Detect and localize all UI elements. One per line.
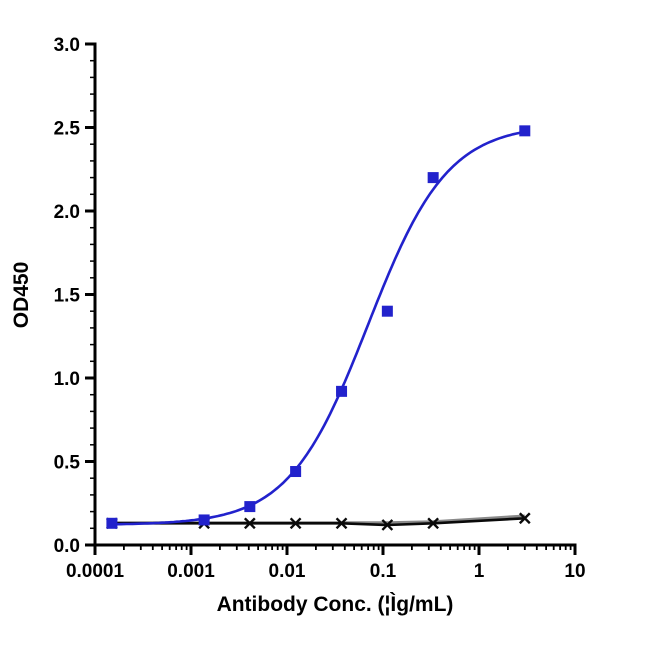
antibody-binding-marker <box>519 125 531 137</box>
control-black-marker <box>243 517 256 530</box>
control-black-marker <box>518 512 531 525</box>
antibody-binding-marker <box>381 305 393 317</box>
antibody-binding-marker <box>244 501 256 513</box>
x-axis-label: Antibody Conc. (¦Ìg/mL) <box>217 593 454 616</box>
svg-text:0.1: 0.1 <box>370 561 397 582</box>
svg-text:10: 10 <box>564 561 585 582</box>
svg-text:0.001: 0.001 <box>167 561 215 582</box>
control-black-marker <box>335 517 348 530</box>
svg-text:2.5: 2.5 <box>54 119 81 140</box>
svg-text:3.0: 3.0 <box>54 35 80 56</box>
antibody-binding-marker <box>336 385 348 397</box>
control-black-marker <box>427 517 440 530</box>
y-axis-label: OD450 <box>10 262 33 329</box>
svg-text:0.0: 0.0 <box>54 536 80 557</box>
svg-text:2.0: 2.0 <box>54 202 80 223</box>
control-black-line <box>111 517 525 527</box>
svg-text:0.5: 0.5 <box>54 453 81 474</box>
control-black-marker <box>289 517 302 530</box>
antibody-binding-line <box>111 130 526 526</box>
svg-text:1.5: 1.5 <box>54 286 81 307</box>
svg-text:0.0001: 0.0001 <box>66 561 125 582</box>
svg-text:1: 1 <box>474 561 485 582</box>
svg-text:1.0: 1.0 <box>54 369 80 390</box>
svg-text:0.01: 0.01 <box>269 561 306 582</box>
antibody-binding-marker <box>427 172 439 184</box>
antibody-binding-marker <box>290 466 302 478</box>
antibody-binding-marker <box>106 517 118 529</box>
antibody-binding-marker <box>198 514 210 526</box>
control-black-marker <box>381 519 394 531</box>
